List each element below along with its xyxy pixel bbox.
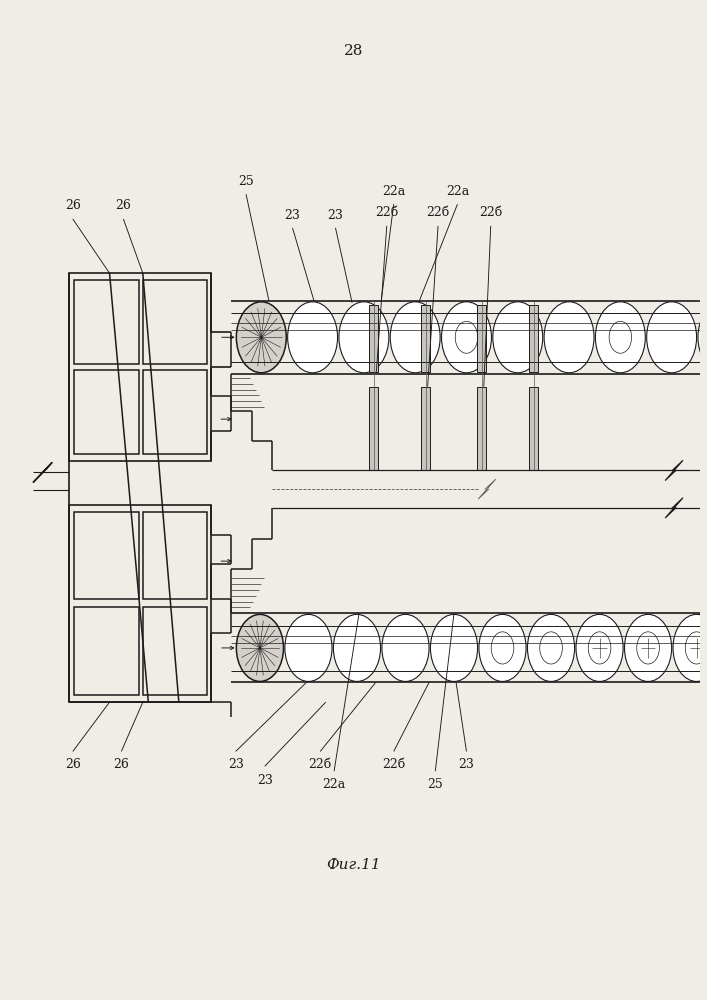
Circle shape	[390, 302, 440, 373]
Bar	[74, 370, 139, 454]
Bar	[477, 387, 486, 470]
Text: 26: 26	[115, 199, 132, 212]
Circle shape	[576, 614, 623, 681]
Bar	[74, 606, 139, 695]
Text: 22б: 22б	[479, 206, 503, 219]
Circle shape	[527, 614, 575, 681]
Bar	[529, 387, 538, 470]
Text: 23: 23	[285, 209, 300, 222]
Bar	[144, 280, 206, 364]
Circle shape	[431, 614, 477, 681]
Bar	[144, 512, 206, 599]
Circle shape	[442, 302, 491, 373]
Text: 22а: 22а	[322, 778, 346, 791]
Circle shape	[544, 302, 594, 373]
Bar	[69, 273, 211, 461]
Bar	[370, 387, 378, 470]
Text: 22а: 22а	[446, 185, 469, 198]
Text: 26: 26	[113, 758, 129, 771]
Bar	[477, 305, 486, 372]
Circle shape	[339, 302, 389, 373]
Circle shape	[334, 614, 380, 681]
Text: 22б: 22б	[382, 758, 405, 771]
Bar	[69, 505, 211, 702]
Circle shape	[382, 614, 429, 681]
Text: 25: 25	[238, 175, 254, 188]
Circle shape	[285, 614, 332, 681]
Bar	[529, 305, 538, 372]
Bar	[421, 387, 431, 470]
Text: 26: 26	[65, 199, 81, 212]
Bar	[421, 305, 431, 372]
Circle shape	[236, 614, 284, 681]
Circle shape	[647, 302, 696, 373]
Text: 26: 26	[65, 758, 81, 771]
Text: 23: 23	[228, 758, 244, 771]
Text: 23: 23	[327, 209, 344, 222]
Circle shape	[479, 614, 526, 681]
Text: 22а: 22а	[382, 185, 405, 198]
Circle shape	[698, 302, 707, 373]
Bar	[144, 370, 206, 454]
Text: 22б: 22б	[375, 206, 398, 219]
Text: 28: 28	[344, 44, 363, 58]
Bar	[74, 280, 139, 364]
Text: Фиг.11: Фиг.11	[326, 858, 381, 872]
Circle shape	[673, 614, 707, 681]
Circle shape	[493, 302, 543, 373]
Text: 23: 23	[257, 774, 273, 787]
Circle shape	[236, 302, 286, 373]
Circle shape	[288, 302, 337, 373]
Bar	[144, 606, 206, 695]
Bar	[370, 305, 378, 372]
Text: 23: 23	[459, 758, 474, 771]
Circle shape	[595, 302, 645, 373]
Circle shape	[624, 614, 672, 681]
Text: 25: 25	[428, 778, 443, 791]
Text: 22б: 22б	[426, 206, 450, 219]
Text: 22б: 22б	[309, 758, 332, 771]
Bar	[74, 512, 139, 599]
